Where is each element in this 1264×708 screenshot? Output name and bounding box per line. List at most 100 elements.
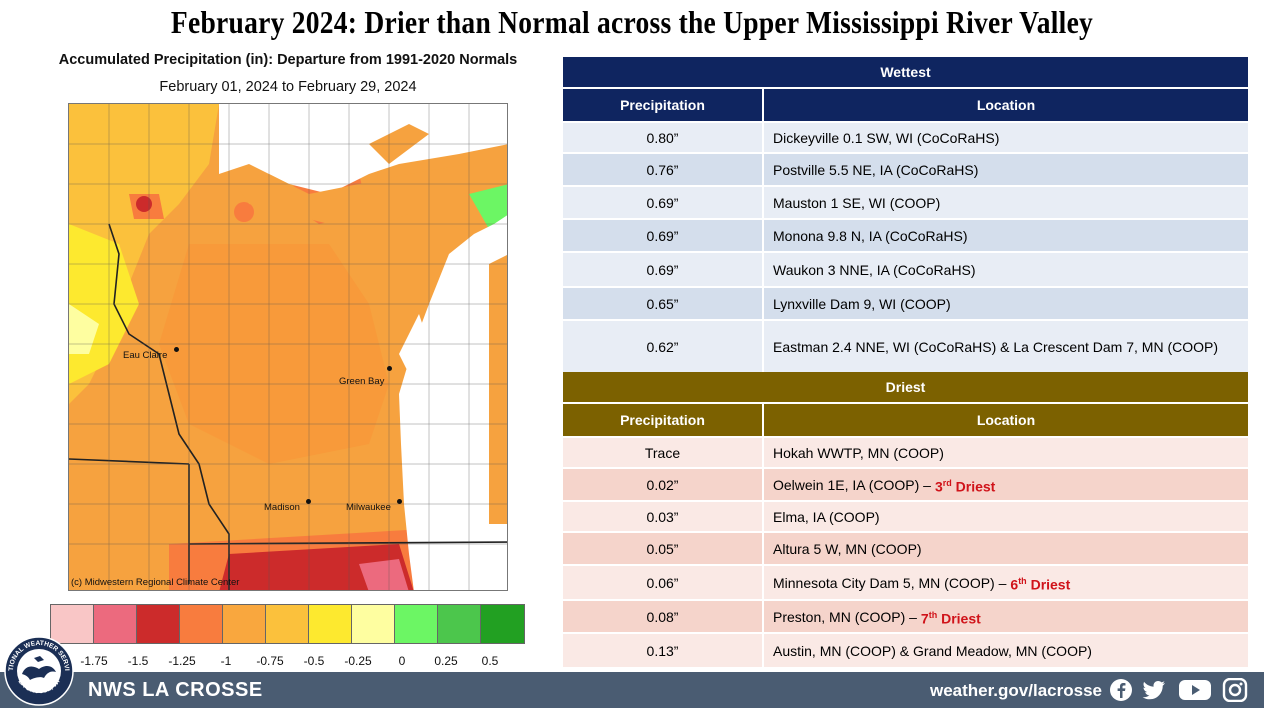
- precip-cell: 0.80”: [563, 123, 762, 152]
- table-row: 0.80” Dickeyville 0.1 SW, WI (CoCoRaHS): [563, 123, 1248, 152]
- instagram-icon[interactable]: [1222, 678, 1248, 702]
- legend-labels: -1.75 -1.5 -1.25 -1 -0.75 -0.5 -0.25 0 0.25 0.5: [50, 654, 530, 670]
- location-cell: Postville 5.5 NE, IA (CoCoRaHS): [764, 154, 1248, 185]
- location-text: Austin, MN (COOP) & Grand Meadow, MN (CO…: [773, 642, 1092, 659]
- map-credit: (c) Midwestern Regional Climate Center: [71, 577, 240, 588]
- map-title: Accumulated Precipitation (in): Departur…: [58, 52, 518, 68]
- location-text: Altura 5 W, MN (COOP): [773, 540, 922, 557]
- location-cell: Altura 5 W, MN (COOP): [764, 533, 1248, 564]
- precipitation-departure-map: Eau Claire Green Bay Madison Milwaukee (…: [68, 103, 508, 591]
- legend-swatch: [94, 605, 137, 643]
- table-row: 0.03” Elma, IA (COOP): [563, 502, 1248, 531]
- location-cell: Dickeyville 0.1 SW, WI (CoCoRaHS): [764, 123, 1248, 152]
- rank-note: 7th Driest: [920, 609, 981, 627]
- precip-cell: 0.69”: [563, 253, 762, 286]
- location-text: Eastman 2.4 NNE, WI (CoCoRaHS) & La Cres…: [773, 338, 1218, 355]
- twitter-icon[interactable]: [1141, 678, 1167, 702]
- legend-swatch: [352, 605, 395, 643]
- table-row: 0.62” Eastman 2.4 NNE, WI (CoCoRaHS) & La…: [563, 321, 1248, 372]
- precip-cell: 0.69”: [563, 187, 762, 218]
- precip-cell: 0.13”: [563, 634, 762, 667]
- location-text: Elma, IA (COOP): [773, 508, 880, 525]
- legend-swatch: [137, 605, 180, 643]
- facebook-icon[interactable]: [1108, 678, 1134, 702]
- table-row: 0.69” Monona 9.8 N, IA (CoCoRaHS): [563, 220, 1248, 251]
- location-text: Postville 5.5 NE, IA (CoCoRaHS): [773, 161, 979, 178]
- location-cell: Mauston 1 SE, WI (COOP): [764, 187, 1248, 218]
- legend-swatch: [438, 605, 481, 643]
- legend-swatch: [395, 605, 438, 643]
- location-text: Oelwein 1E, IA (COOP) –: [773, 476, 931, 493]
- location-cell: Austin, MN (COOP) & Grand Meadow, MN (CO…: [764, 634, 1248, 667]
- driest-header-row: Precipitation Location: [563, 404, 1248, 436]
- legend-swatch: [481, 605, 524, 643]
- page-title: February 2024: Drier than Normal across …: [170, 4, 1094, 40]
- wettest-header-row: Precipitation Location: [563, 89, 1248, 121]
- precip-cell: 0.03”: [563, 502, 762, 531]
- table-row: 0.69” Waukon 3 NNE, IA (CoCoRaHS): [563, 253, 1248, 286]
- table-row: 0.08” Preston, MN (COOP) –7th Driest: [563, 601, 1248, 632]
- legend-label: 0.25: [434, 654, 458, 668]
- legend-swatch: [180, 605, 223, 643]
- rank-note: 3rd Driest: [934, 477, 996, 495]
- city-label-madison: Madison: [264, 502, 300, 513]
- location-cell: Hokah WWTP, MN (COOP): [764, 438, 1248, 467]
- city-label-green-bay: Green Bay: [339, 376, 385, 387]
- location-cell: Lynxville Dam 9, WI (COOP): [764, 288, 1248, 319]
- precip-cell: 0.05”: [563, 533, 762, 564]
- location-text: Lynxville Dam 9, WI (COOP): [773, 295, 951, 312]
- legend-swatch: [266, 605, 309, 643]
- table-row: Trace Hokah WWTP, MN (COOP): [563, 438, 1248, 467]
- location-cell: Oelwein 1E, IA (COOP) –3rd Driest: [764, 469, 1248, 500]
- green-bay-dot: [387, 366, 392, 371]
- location-cell: Eastman 2.4 NNE, WI (CoCoRaHS) & La Cres…: [764, 321, 1248, 372]
- table-row: 0.65” Lynxville Dam 9, WI (COOP): [563, 288, 1248, 319]
- location-cell: Preston, MN (COOP) –7th Driest: [764, 601, 1248, 632]
- precip-cell: 0.69”: [563, 220, 762, 251]
- location-cell: Monona 9.8 N, IA (CoCoRaHS): [764, 220, 1248, 251]
- precip-cell: Trace: [563, 438, 762, 467]
- location-cell: Elma, IA (COOP): [764, 502, 1248, 531]
- location-text: Mauston 1 SE, WI (COOP): [773, 194, 941, 211]
- precip-cell: 0.76”: [563, 154, 762, 185]
- milwaukee-dot: [397, 499, 402, 504]
- location-text: Dickeyville 0.1 SW, WI (CoCoRaHS): [773, 129, 1000, 146]
- precip-cell: 0.65”: [563, 288, 762, 319]
- city-label-eau-claire: Eau Claire: [123, 350, 168, 361]
- location-text: Monona 9.8 N, IA (CoCoRaHS): [773, 227, 968, 244]
- driest-title: Driest: [563, 372, 1248, 402]
- driest-table: Driest Precipitation Location Trace Hokah…: [563, 372, 1248, 667]
- table-row: 0.06” Minnesota City Dam 5, MN (COOP) –6t…: [563, 566, 1248, 599]
- location-text: Minnesota City Dam 5, MN (COOP) –: [773, 574, 1007, 591]
- legend-swatch: [309, 605, 352, 643]
- legend-label: -0.75: [256, 654, 284, 668]
- legend-label: -1.75: [80, 654, 108, 668]
- nws-logo: NATIONAL WEATHER SERVICE LA CROSSE, WI: [4, 636, 74, 706]
- driest-col-precip: Precipitation: [563, 404, 762, 436]
- map-graphic: [69, 104, 507, 590]
- table-row: 0.13” Austin, MN (COOP) & Grand Meadow, M…: [563, 634, 1248, 667]
- map-date-range: February 01, 2024 to February 29, 2024: [159, 79, 417, 95]
- wettest-title: Wettest: [563, 57, 1248, 87]
- location-text: Preston, MN (COOP) –: [773, 608, 917, 625]
- legend-swatch: [223, 605, 266, 643]
- color-legend: [50, 604, 525, 644]
- location-cell: Minnesota City Dam 5, MN (COOP) –6th Dri…: [764, 566, 1248, 599]
- office-name: NWS LA CROSSE: [88, 679, 263, 701]
- legend-label: 0.5: [481, 654, 499, 668]
- city-label-milwaukee: Milwaukee: [346, 502, 391, 513]
- location-text: Waukon 3 NNE, IA (CoCoRaHS): [773, 261, 976, 278]
- legend-label: -0.25: [344, 654, 372, 668]
- table-row: 0.76” Postville 5.5 NE, IA (CoCoRaHS): [563, 154, 1248, 185]
- legend-label: -1.5: [127, 654, 149, 668]
- driest-col-location: Location: [764, 404, 1248, 436]
- legend-label: -0.5: [303, 654, 325, 668]
- table-row: 0.02” Oelwein 1E, IA (COOP) –3rd Driest: [563, 469, 1248, 500]
- footer-bar: NWS LA CROSSE weather.gov/lacrosse: [0, 672, 1264, 708]
- youtube-icon[interactable]: [1178, 678, 1212, 702]
- wettest-col-precip: Precipitation: [563, 89, 762, 121]
- website-link[interactable]: weather.gov/lacrosse: [930, 681, 1102, 700]
- precip-cell: 0.62”: [563, 321, 762, 372]
- eau-claire-dot: [174, 347, 179, 352]
- table-row: 0.05” Altura 5 W, MN (COOP): [563, 533, 1248, 564]
